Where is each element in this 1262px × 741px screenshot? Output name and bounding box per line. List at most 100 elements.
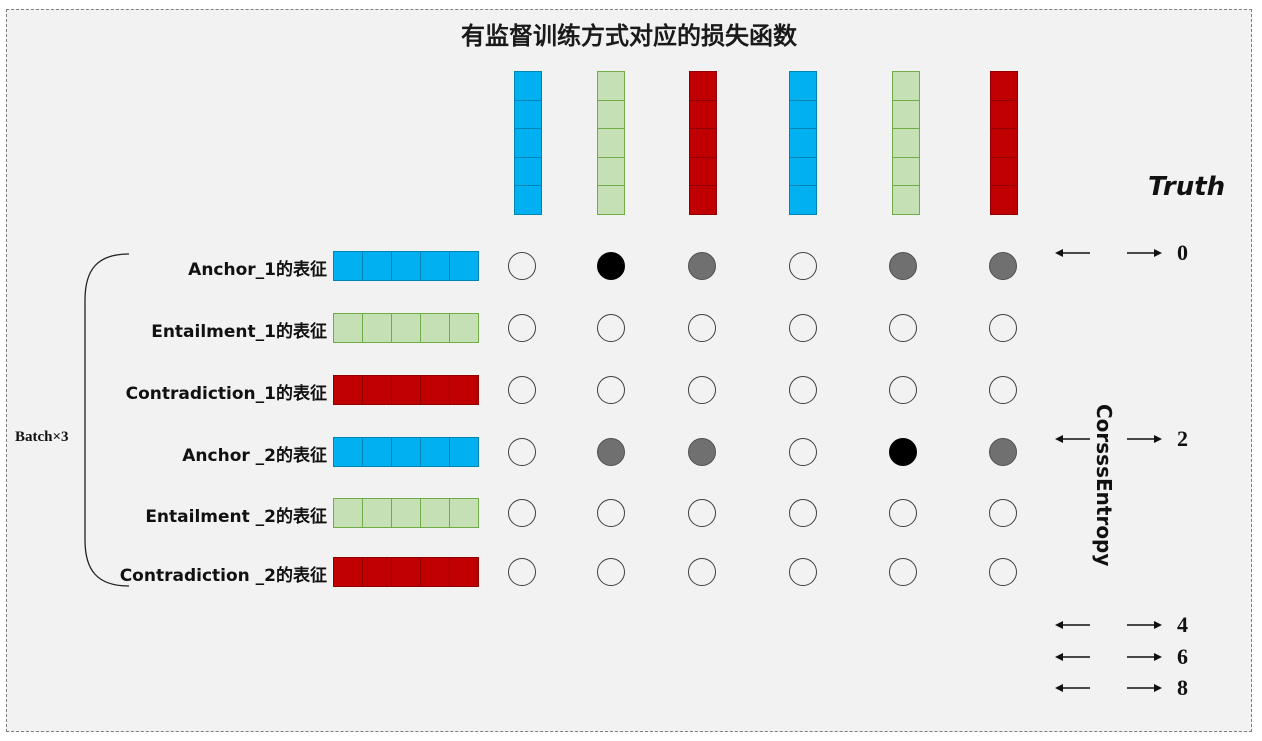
vector-cell bbox=[789, 100, 817, 130]
vector-cell bbox=[421, 375, 450, 405]
arrow-left-icon bbox=[1055, 647, 1091, 667]
similarity-dot-empty bbox=[789, 558, 817, 586]
similarity-dot-empty bbox=[789, 376, 817, 404]
vector-cell bbox=[514, 129, 542, 158]
vector-cell bbox=[392, 313, 421, 343]
vector-cell bbox=[789, 157, 817, 187]
similarity-dot-empty bbox=[789, 314, 817, 342]
row-vector-entailment bbox=[333, 498, 479, 528]
batch-label: Batch×3 bbox=[15, 429, 69, 445]
vector-cell bbox=[789, 129, 817, 158]
vector-cell bbox=[333, 313, 363, 343]
vector-cell bbox=[990, 157, 1018, 187]
column-vector-contradiction bbox=[990, 71, 1018, 215]
arrow-left-icon bbox=[1055, 243, 1091, 263]
vector-cell bbox=[333, 437, 363, 467]
vector-cell bbox=[597, 186, 625, 215]
vector-cell bbox=[333, 251, 363, 281]
similarity-dot-empty bbox=[597, 376, 625, 404]
column-vector-entailment bbox=[597, 71, 625, 215]
row-vector-anchor bbox=[333, 437, 479, 467]
vector-cell bbox=[421, 251, 450, 281]
vector-cell bbox=[363, 498, 392, 528]
arrow-right-icon bbox=[1126, 678, 1162, 698]
vector-cell bbox=[450, 313, 479, 343]
similarity-dot-gray bbox=[688, 252, 716, 280]
vector-cell bbox=[514, 157, 542, 187]
vector-cell bbox=[892, 157, 920, 187]
similarity-dot-empty bbox=[989, 314, 1017, 342]
vector-cell bbox=[892, 71, 920, 101]
row-label: Entailment_1的表征 bbox=[151, 322, 327, 342]
truth-value: 4 bbox=[1177, 612, 1188, 637]
vector-cell bbox=[421, 498, 450, 528]
batch-brace bbox=[84, 253, 130, 587]
vector-cell bbox=[990, 186, 1018, 215]
similarity-dot-empty bbox=[789, 252, 817, 280]
row-vector-contradiction bbox=[333, 375, 479, 405]
similarity-dot-empty bbox=[508, 558, 536, 586]
similarity-dot-empty bbox=[688, 499, 716, 527]
arrow-right-icon bbox=[1126, 243, 1162, 263]
vector-cell bbox=[363, 313, 392, 343]
arrow-right-icon bbox=[1126, 615, 1162, 635]
similarity-dot-black bbox=[889, 438, 917, 466]
similarity-dot-empty bbox=[688, 558, 716, 586]
diagram-title: 有监督训练方式对应的损失函数 bbox=[461, 22, 797, 50]
similarity-dot-empty bbox=[597, 558, 625, 586]
similarity-dot-empty bbox=[688, 376, 716, 404]
vector-cell bbox=[990, 100, 1018, 130]
vector-cell bbox=[392, 251, 421, 281]
vector-cell bbox=[789, 71, 817, 101]
vector-cell bbox=[392, 437, 421, 467]
similarity-dot-empty bbox=[989, 376, 1017, 404]
vector-cell bbox=[689, 71, 717, 101]
row-label: Entailment _2的表征 bbox=[145, 507, 327, 527]
similarity-dot-empty bbox=[889, 499, 917, 527]
vector-cell bbox=[392, 557, 421, 587]
vector-cell bbox=[892, 100, 920, 130]
column-vector-anchor bbox=[789, 71, 817, 215]
similarity-dot-gray bbox=[989, 438, 1017, 466]
loss-label: CorsssEntropy bbox=[1092, 404, 1116, 567]
similarity-dot-empty bbox=[989, 499, 1017, 527]
vector-cell bbox=[450, 498, 479, 528]
row-label: Anchor_1的表征 bbox=[188, 260, 327, 280]
row-vector-anchor bbox=[333, 251, 479, 281]
similarity-dot-black bbox=[597, 252, 625, 280]
similarity-dot-empty bbox=[789, 499, 817, 527]
truth-label: Truth bbox=[1148, 172, 1226, 202]
vector-cell bbox=[689, 100, 717, 130]
vector-cell bbox=[990, 129, 1018, 158]
vector-cell bbox=[363, 251, 392, 281]
arrow-left-icon bbox=[1055, 615, 1091, 635]
similarity-dot-gray bbox=[688, 438, 716, 466]
vector-cell bbox=[892, 186, 920, 215]
vector-cell bbox=[597, 100, 625, 130]
vector-cell bbox=[421, 557, 450, 587]
arrow-left-icon bbox=[1055, 429, 1091, 449]
similarity-dot-empty bbox=[508, 314, 536, 342]
similarity-dot-empty bbox=[508, 376, 536, 404]
similarity-dot-gray bbox=[989, 252, 1017, 280]
vector-cell bbox=[990, 71, 1018, 101]
arrow-right-icon bbox=[1126, 647, 1162, 667]
row-label: Contradiction _2的表征 bbox=[119, 566, 327, 586]
vector-cell bbox=[689, 157, 717, 187]
row-vector-contradiction bbox=[333, 557, 479, 587]
column-vector-entailment bbox=[892, 71, 920, 215]
vector-cell bbox=[514, 71, 542, 101]
column-vector-contradiction bbox=[689, 71, 717, 215]
vector-cell bbox=[689, 129, 717, 158]
similarity-dot-empty bbox=[889, 314, 917, 342]
similarity-dot-empty bbox=[688, 314, 716, 342]
vector-cell bbox=[421, 313, 450, 343]
diagram-canvas: 有监督训练方式对应的损失函数 Truth Batch×3 CorsssEntro… bbox=[6, 9, 1252, 732]
similarity-dot-gray bbox=[889, 252, 917, 280]
similarity-dot-empty bbox=[597, 314, 625, 342]
arrow-left-icon bbox=[1055, 678, 1091, 698]
column-vector-anchor bbox=[514, 71, 542, 215]
vector-cell bbox=[450, 437, 479, 467]
similarity-dot-empty bbox=[508, 499, 536, 527]
similarity-dot-empty bbox=[989, 558, 1017, 586]
